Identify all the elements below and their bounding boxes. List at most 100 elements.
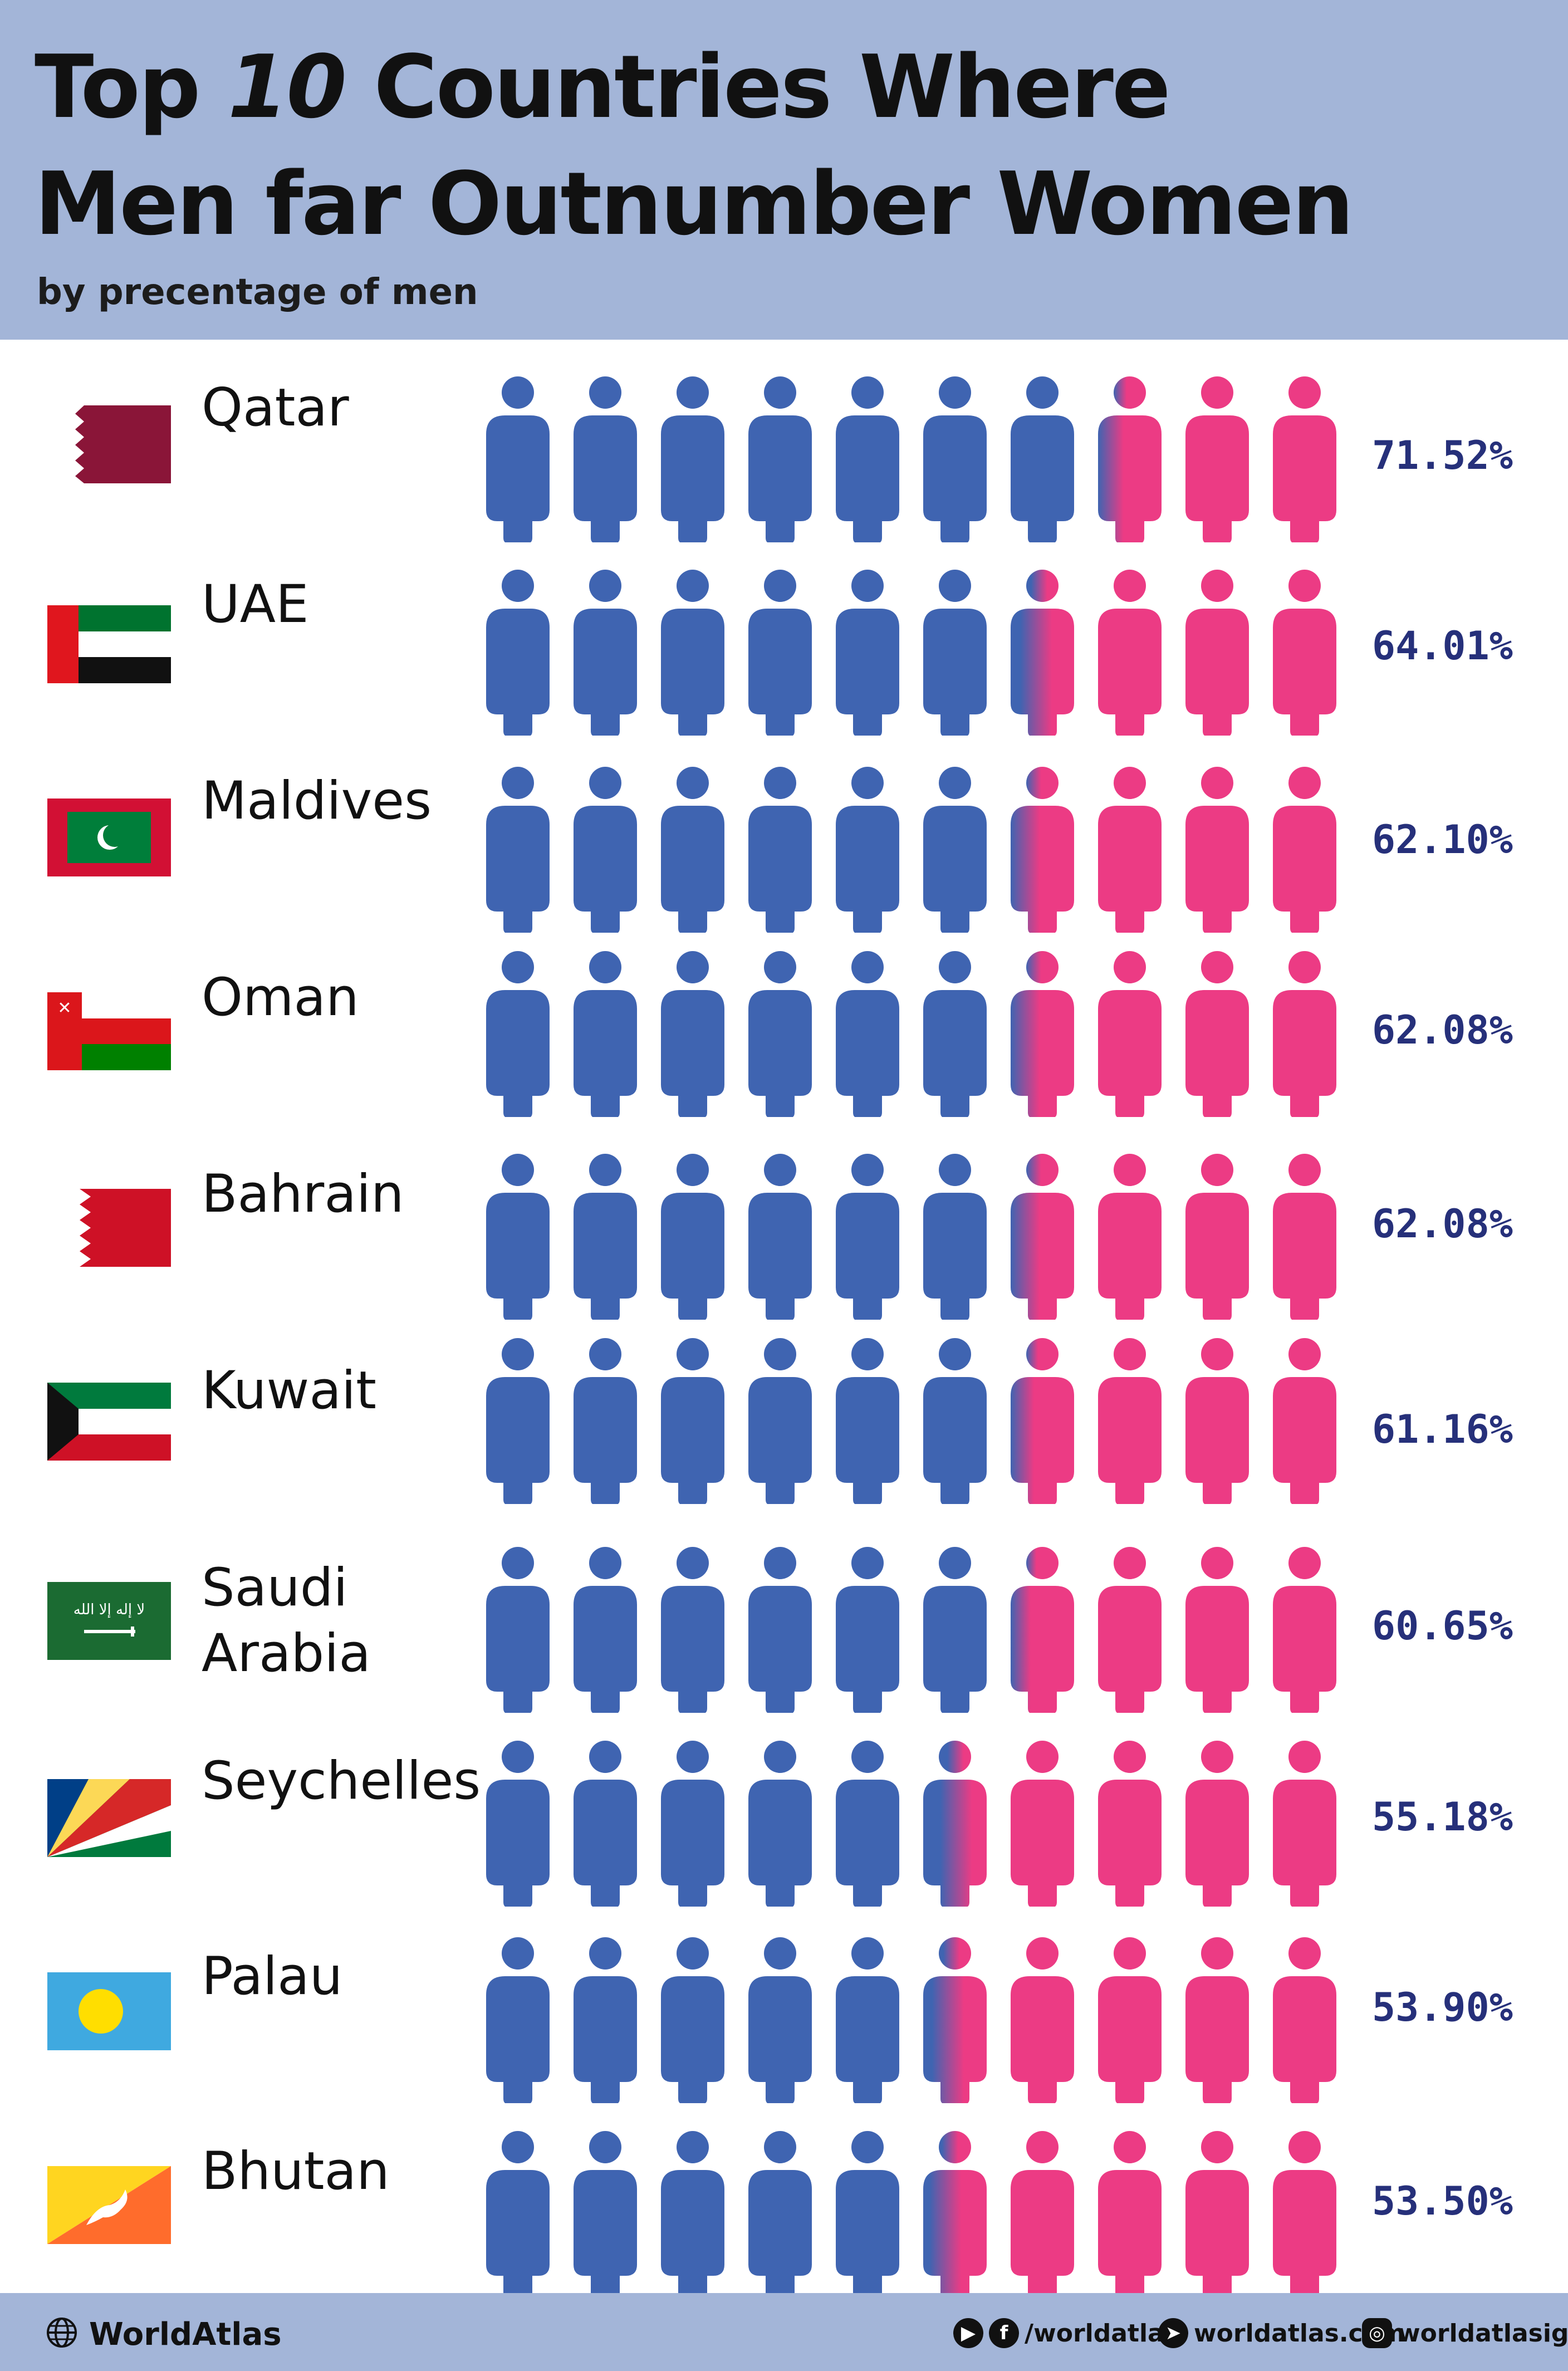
mixed-person-icon bbox=[1011, 570, 1074, 736]
male-person-icon bbox=[836, 2130, 899, 2297]
male-person-icon bbox=[923, 570, 987, 736]
country-name: Qatar bbox=[202, 377, 349, 438]
mixed-person-icon bbox=[1011, 951, 1074, 1117]
male-person-icon bbox=[836, 1740, 899, 1907]
male-person-icon bbox=[574, 2130, 637, 2297]
male-person-icon bbox=[661, 2130, 724, 2297]
female-person-icon bbox=[1273, 1740, 1336, 1907]
title-line-1: Top 10 Countries Where bbox=[35, 36, 1171, 138]
country-name: Saudi Arabia bbox=[202, 1557, 371, 1684]
male-person-icon bbox=[923, 376, 987, 542]
country-row: Palau 53.90% bbox=[0, 340, 1568, 2104]
country-row: Bahrain 62.08% bbox=[0, 340, 1568, 1320]
youtube-icon: ▶ bbox=[953, 2318, 983, 2348]
male-person-icon bbox=[661, 1338, 724, 1505]
male-person-icon bbox=[923, 1547, 987, 1713]
country-row: ✕ Oman 62.08% bbox=[0, 340, 1568, 1117]
male-person-icon bbox=[748, 951, 812, 1117]
female-person-icon bbox=[1185, 376, 1249, 542]
male-person-icon bbox=[836, 951, 899, 1117]
social-facebook[interactable]: ▶ f /worldatlas bbox=[953, 2318, 1179, 2349]
value-label: 62.10% bbox=[1372, 816, 1513, 863]
pictogram-icons bbox=[486, 1547, 1336, 1713]
male-person-icon bbox=[1011, 376, 1074, 542]
pictogram-icons bbox=[486, 2130, 1336, 2297]
female-person-icon bbox=[1273, 1547, 1336, 1713]
cursor-icon: ➤ bbox=[1158, 2318, 1188, 2348]
male-person-icon bbox=[486, 1153, 550, 1320]
male-person-icon bbox=[574, 1547, 637, 1713]
pictogram-icons bbox=[486, 766, 1336, 933]
female-person-icon bbox=[1273, 570, 1336, 736]
female-person-icon bbox=[1273, 951, 1336, 1117]
flag-saudi-arabia: ﻻ ﺇﻟﻪ ﺇﻻ ﺍﻟﻠﻪ bbox=[47, 1582, 171, 1660]
pictogram-chart: Qatar 71.52% UAE 64.01% Maldives 62.10% ✕ Oman 6… bbox=[0, 340, 1568, 2297]
country-row: ﻻ ﺇﻟﻪ ﺇﻻ ﺍﻟﻠﻪ Saudi Arabia 60.65% bbox=[0, 340, 1568, 1713]
male-person-icon bbox=[574, 766, 637, 933]
globe-icon bbox=[47, 2318, 77, 2348]
subtitle: by precentage of men bbox=[37, 272, 478, 313]
female-person-icon bbox=[1098, 1547, 1162, 1713]
female-person-icon bbox=[1185, 1937, 1249, 2104]
footer: WorldAtlas ▶ f /worldatlas ➤ worldatlas.… bbox=[0, 2293, 1568, 2371]
male-person-icon bbox=[486, 376, 550, 542]
value-label: 53.90% bbox=[1372, 1985, 1513, 2031]
value-label: 62.08% bbox=[1372, 1201, 1513, 1247]
male-person-icon bbox=[748, 1937, 812, 2104]
female-person-icon bbox=[1273, 766, 1336, 933]
female-person-icon bbox=[1098, 1153, 1162, 1320]
male-person-icon bbox=[661, 1153, 724, 1320]
country-row: Maldives 62.10% bbox=[0, 340, 1568, 933]
country-row: Kuwait 61.16% bbox=[0, 340, 1568, 1505]
male-person-icon bbox=[486, 1740, 550, 1907]
country-name: Bhutan bbox=[202, 2141, 390, 2202]
female-person-icon bbox=[1098, 766, 1162, 933]
male-person-icon bbox=[661, 1740, 724, 1907]
flag-bahrain bbox=[47, 1189, 171, 1267]
male-person-icon bbox=[748, 376, 812, 542]
female-person-icon bbox=[1185, 951, 1249, 1117]
male-person-icon bbox=[574, 1338, 637, 1505]
mixed-person-icon bbox=[1011, 1338, 1074, 1505]
flag-qatar bbox=[47, 405, 171, 484]
female-person-icon bbox=[1185, 1547, 1249, 1713]
pictogram-icons bbox=[486, 376, 1336, 542]
instagram-icon: ◎ bbox=[1362, 2318, 1392, 2348]
male-person-icon bbox=[836, 1338, 899, 1505]
flag-kuwait bbox=[47, 1382, 171, 1461]
mixed-person-icon bbox=[923, 1740, 987, 1907]
female-person-icon bbox=[1098, 570, 1162, 736]
country-name: Oman bbox=[202, 967, 359, 1028]
male-person-icon bbox=[748, 570, 812, 736]
male-person-icon bbox=[923, 1153, 987, 1320]
male-person-icon bbox=[486, 1547, 550, 1713]
male-person-icon bbox=[836, 1547, 899, 1713]
mixed-person-icon bbox=[1011, 766, 1074, 933]
male-person-icon bbox=[661, 951, 724, 1117]
facebook-icon: f bbox=[989, 2318, 1019, 2348]
male-person-icon bbox=[661, 1547, 724, 1713]
country-name: Maldives bbox=[202, 770, 432, 831]
male-person-icon bbox=[574, 1740, 637, 1907]
female-person-icon bbox=[1098, 1740, 1162, 1907]
male-person-icon bbox=[486, 2130, 550, 2297]
country-name: Kuwait bbox=[202, 1360, 376, 1422]
flag-uae bbox=[47, 605, 171, 683]
female-person-icon bbox=[1273, 1937, 1336, 2104]
male-person-icon bbox=[661, 376, 724, 542]
instagram-link[interactable]: ◎ worldatlasig bbox=[1362, 2318, 1568, 2349]
pictogram-icons bbox=[486, 1740, 1336, 1907]
header: Top 10 Countries Where Men far Outnumber… bbox=[0, 0, 1568, 340]
pictogram-icons bbox=[486, 1937, 1336, 2104]
pictogram-icons bbox=[486, 570, 1336, 736]
mixed-person-icon bbox=[923, 2130, 987, 2297]
male-person-icon bbox=[923, 766, 987, 933]
country-name: Palau bbox=[202, 1946, 343, 2007]
male-person-icon bbox=[748, 1338, 812, 1505]
value-label: 71.52% bbox=[1372, 432, 1513, 478]
female-person-icon bbox=[1011, 2130, 1074, 2297]
female-person-icon bbox=[1098, 951, 1162, 1117]
male-person-icon bbox=[486, 570, 550, 736]
female-person-icon bbox=[1185, 1153, 1249, 1320]
female-person-icon bbox=[1098, 2130, 1162, 2297]
